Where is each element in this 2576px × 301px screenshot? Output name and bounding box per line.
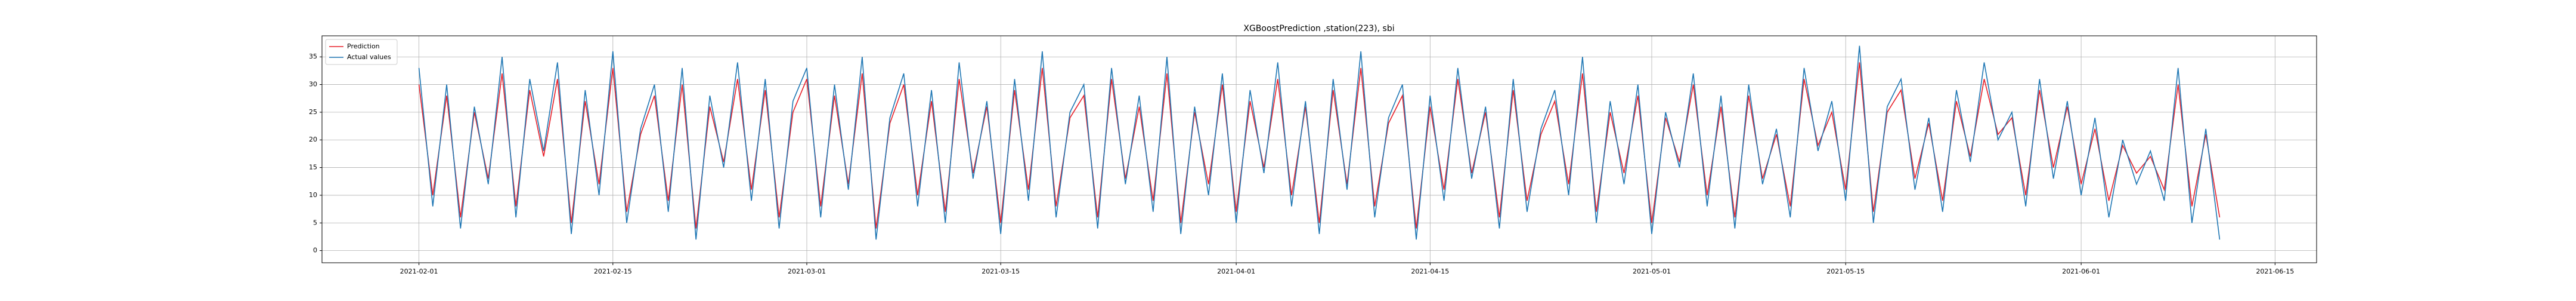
series-line [418,45,2221,240]
x-tick-label: 2021-06-01 [2062,268,2100,275]
x-tick-label: 2021-03-15 [982,268,1020,275]
series-line [418,62,2221,229]
y-tick-label: 0 [313,247,317,254]
x-tick-label: 2021-04-15 [1411,268,1449,275]
y-tick-label: 25 [309,108,317,116]
x-tick-label: 2021-05-01 [1633,268,1671,275]
plot-frame [321,35,2317,263]
legend-label: Prediction [347,42,380,50]
x-tick-label: 2021-03-01 [788,268,826,275]
x-tick-label: 2021-02-15 [594,268,632,275]
chart-title: XGBoostPrediction ,station(223), sbi [1243,24,1394,33]
x-tick-label: 2021-04-01 [1217,268,1255,275]
y-tick-label: 20 [309,136,317,143]
x-tick-label: 2021-02-01 [400,268,438,275]
y-tick-label: 5 [313,219,317,226]
x-tick-label: 2021-06-15 [2256,268,2294,275]
x-tick-label: 2021-05-15 [1826,268,1865,275]
y-tick-label: 15 [309,164,317,171]
legend-label: Actual values [347,53,391,61]
y-tick-label: 10 [309,191,317,199]
legend-box [325,39,398,65]
y-tick-label: 35 [309,53,317,60]
y-tick-label: 30 [309,81,317,88]
